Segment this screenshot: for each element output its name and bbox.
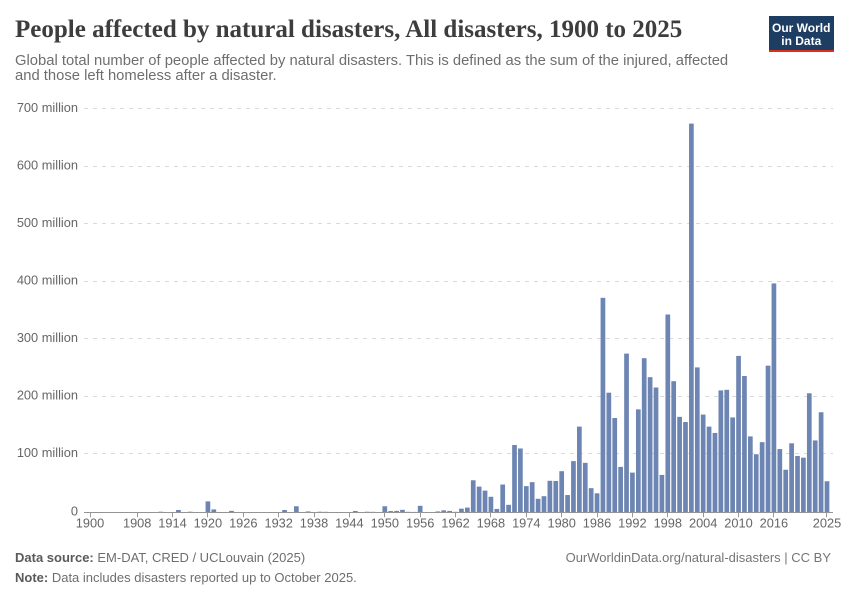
svg-text:1938: 1938 (300, 516, 328, 531)
svg-text:200 million: 200 million (17, 388, 78, 403)
svg-text:300 million: 300 million (17, 330, 78, 345)
svg-text:700 million: 700 million (17, 100, 78, 115)
svg-text:1956: 1956 (406, 516, 434, 531)
svg-text:1944: 1944 (335, 516, 363, 531)
svg-text:1986: 1986 (583, 516, 611, 531)
svg-text:1998: 1998 (654, 516, 682, 531)
svg-text:2010: 2010 (724, 516, 752, 531)
svg-text:2025: 2025 (813, 516, 841, 531)
svg-text:1992: 1992 (618, 516, 646, 531)
svg-text:1968: 1968 (477, 516, 505, 531)
svg-text:1932: 1932 (264, 516, 292, 531)
svg-text:1974: 1974 (512, 516, 540, 531)
svg-text:2004: 2004 (689, 516, 717, 531)
svg-text:500 million: 500 million (17, 215, 78, 230)
svg-text:1950: 1950 (371, 516, 399, 531)
svg-text:1962: 1962 (441, 516, 469, 531)
svg-text:1908: 1908 (123, 516, 151, 531)
svg-text:2016: 2016 (760, 516, 788, 531)
svg-text:100 million: 100 million (17, 445, 78, 460)
svg-text:1914: 1914 (158, 516, 186, 531)
svg-text:1920: 1920 (194, 516, 222, 531)
svg-text:0: 0 (71, 504, 78, 519)
svg-text:1980: 1980 (547, 516, 575, 531)
svg-text:1926: 1926 (229, 516, 257, 531)
svg-text:1900: 1900 (76, 516, 104, 531)
svg-text:600 million: 600 million (17, 158, 78, 173)
svg-text:400 million: 400 million (17, 273, 78, 288)
